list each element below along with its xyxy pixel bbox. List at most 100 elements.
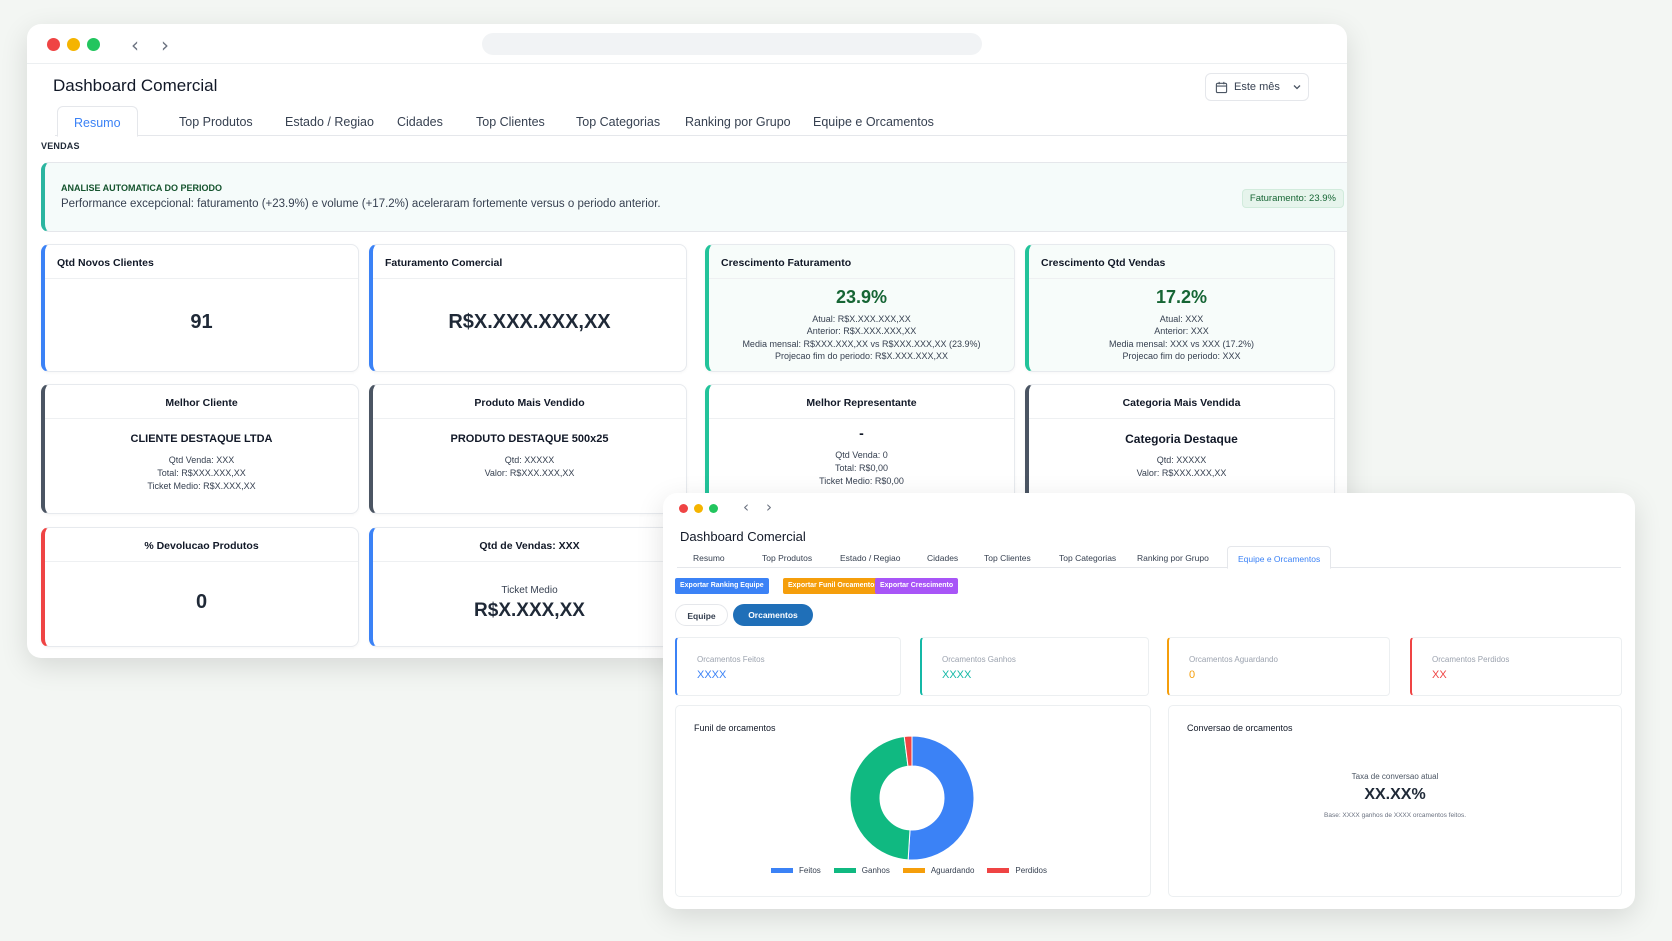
- card-detail-ticket: Ticket Medio: R$0,00: [819, 476, 904, 486]
- card-detail-qtd: Qtd: XXXXX: [1156, 455, 1207, 465]
- maximize-window-button[interactable]: [709, 504, 718, 513]
- tab-ranking-por-grupo[interactable]: Ranking por Grupo: [1137, 553, 1209, 563]
- kpi-value: XXXX: [942, 669, 972, 681]
- tab-ranking-por-grupo[interactable]: Ranking por Grupo: [685, 115, 791, 129]
- card-title: Qtd Novos Clientes: [45, 245, 358, 279]
- export-ranking-equipe-button[interactable]: Exportar Ranking Equipe: [675, 578, 769, 594]
- donut-slice-ganhos[interactable]: [849, 735, 911, 861]
- card-detail-atual: Atual: XXX: [1159, 314, 1204, 324]
- tab-cidades[interactable]: Cidades: [927, 553, 959, 563]
- card-detail-media: Media mensal: XXX vs XXX (17.2%): [1108, 339, 1255, 349]
- conversion-base: Base: XXXX ganhos de XXXX orcamentos fei…: [1324, 812, 1466, 819]
- card-detail-qtd: Qtd Venda: XXX: [168, 455, 235, 465]
- card-name: -: [859, 425, 864, 441]
- analysis-heading: ANALISE AUTOMATICA DO PERIODO: [61, 183, 223, 193]
- card-value: R$X.XXX,XX: [474, 600, 585, 621]
- maximize-window-button[interactable]: [87, 38, 100, 51]
- legend-label: Aguardando: [930, 866, 975, 875]
- forward-arrow-icon[interactable]: ›: [766, 498, 772, 516]
- legend-swatch: [833, 868, 856, 873]
- card-detail-projecao: Projecao fim do periodo: XXX: [1122, 351, 1241, 361]
- tab-resumo[interactable]: Resumo: [57, 106, 138, 137]
- export-funil-orcamentos-button[interactable]: Exportar Funil Orcamentos: [783, 578, 884, 594]
- funil-donut-chart: [849, 735, 975, 861]
- card-title: Melhor Cliente: [45, 385, 358, 419]
- donut-slice-perdidos[interactable]: [903, 735, 913, 767]
- tab-top-categorias[interactable]: Top Categorias: [1059, 553, 1117, 563]
- section-label: VENDAS: [41, 141, 80, 151]
- card-novos-clientes: Qtd Novos Clientes 91: [41, 244, 359, 372]
- window-titlebar: ‹ ›: [27, 24, 1347, 64]
- legend-swatch: [987, 868, 1010, 873]
- card-detail-projecao: Projecao fim do periodo: R$X.XXX.XXX,XX: [774, 351, 949, 361]
- card-title: Qtd de Vendas: XXX: [373, 528, 686, 562]
- close-window-button[interactable]: [47, 38, 60, 51]
- minimize-window-button[interactable]: [694, 504, 703, 513]
- panel-title: Funil de orcamentos: [694, 723, 776, 733]
- kpi-label: Orcamentos Ganhos: [942, 655, 1016, 664]
- chart-legend: Feitos Ganhos Aguardando Perdidos: [771, 866, 1047, 875]
- card-detail-valor: Valor: R$XXX.XXX,XX: [484, 468, 575, 478]
- address-bar[interactable]: [482, 33, 982, 55]
- card-detail-qtd: Qtd Venda: 0: [835, 450, 888, 460]
- card-detail-valor: Valor: R$XXX.XXX,XX: [1136, 468, 1227, 478]
- kpi-label: Orcamentos Feitos: [697, 655, 765, 664]
- card-value: 0: [195, 591, 208, 613]
- card-title: Melhor Representante: [709, 385, 1014, 419]
- conversion-label: Taxa de conversao atual: [1351, 772, 1439, 781]
- legend-item-aguardando[interactable]: Aguardando: [902, 866, 975, 875]
- tab-top-categorias[interactable]: Top Categorias: [576, 115, 661, 129]
- card-title: Categoria Mais Vendida: [1029, 385, 1334, 419]
- close-window-button[interactable]: [679, 504, 688, 513]
- analysis-banner: ANALISE AUTOMATICA DO PERIODO Performanc…: [41, 162, 1347, 232]
- card-title: Produto Mais Vendido: [373, 385, 686, 419]
- card-name: PRODUTO DESTAQUE 500x25: [450, 433, 609, 445]
- forward-arrow-icon[interactable]: ›: [161, 33, 169, 57]
- card-name: Categoria Destaque: [1125, 432, 1238, 446]
- card-detail-atual: Atual: R$X.XXX.XXX,XX: [812, 314, 911, 324]
- card-detail-qtd: Qtd: XXXXX: [504, 455, 555, 465]
- kpi-orcamentos-ganhos: Orcamentos Ganhos XXXX: [920, 637, 1149, 696]
- back-arrow-icon[interactable]: ‹: [743, 498, 749, 516]
- tab-resumo[interactable]: Resumo: [693, 553, 725, 563]
- page-title: Dashboard Comercial: [680, 529, 806, 544]
- export-crescimento-button[interactable]: Exportar Crescimento: [875, 578, 959, 594]
- period-label: Este mês: [1234, 81, 1280, 93]
- tab-top-produtos[interactable]: Top Produtos: [179, 115, 253, 129]
- tab-bar: Resumo Top Produtos Estado / Regiao Cida…: [677, 546, 1621, 569]
- card-detail-media: Media mensal: R$XXX.XXX,XX vs R$XXX.XXX,…: [742, 339, 981, 349]
- tab-estado-regiao[interactable]: Estado / Regiao: [285, 115, 374, 129]
- legend-item-feitos[interactable]: Feitos: [771, 866, 821, 875]
- card-sub-label: Ticket Medio: [501, 585, 558, 596]
- calendar-icon: [1215, 81, 1228, 93]
- back-arrow-icon[interactable]: ‹: [131, 33, 139, 57]
- toggle-orcamentos[interactable]: Orcamentos: [733, 604, 813, 626]
- tab-bar: Resumo Top Produtos Estado / Regiao Cida…: [55, 106, 1347, 137]
- donut-slice-feitos[interactable]: [907, 735, 975, 861]
- tab-top-clientes[interactable]: Top Clientes: [476, 115, 545, 129]
- minimize-window-button[interactable]: [67, 38, 80, 51]
- kpi-value: XX: [1432, 669, 1447, 681]
- legend-item-ganhos[interactable]: Ganhos: [833, 866, 890, 875]
- kpi-value: 0: [1189, 669, 1196, 681]
- tab-equipe-orcamentos[interactable]: Equipe e Orcamentos: [1227, 546, 1332, 569]
- card-detail-total: Total: R$XXX.XXX,XX: [157, 468, 246, 478]
- kpi-orcamentos-aguardando: Orcamentos Aguardando 0: [1167, 637, 1390, 696]
- card-detail-ticket: Ticket Medio: R$X.XXX,XX: [147, 481, 256, 491]
- window-titlebar: ‹ ›: [663, 493, 1635, 523]
- card-faturamento: Faturamento Comercial R$X.XXX.XXX,XX: [369, 244, 687, 372]
- tab-estado-regiao[interactable]: Estado / Regiao: [840, 553, 901, 563]
- tab-top-clientes[interactable]: Top Clientes: [984, 553, 1031, 563]
- tab-cidades[interactable]: Cidades: [397, 115, 443, 129]
- legend-swatch: [771, 868, 793, 873]
- card-detail-anterior: Anterior: R$X.XXX.XXX,XX: [806, 326, 917, 336]
- card-crescimento-qtd: Crescimento Qtd Vendas 17.2% Atual: XXX …: [1025, 244, 1335, 372]
- tab-equipe-orcamentos[interactable]: Equipe e Orcamentos: [813, 115, 934, 129]
- card-categoria-mais-vendida: Categoria Mais Vendida Categoria Destaqu…: [1025, 384, 1335, 514]
- card-detail-total: Total: R$0,00: [834, 463, 889, 473]
- toggle-equipe[interactable]: Equipe: [675, 604, 728, 626]
- conversao-panel: Conversao de orcamentos Taxa de conversa…: [1168, 705, 1622, 897]
- tab-top-produtos[interactable]: Top Produtos: [762, 553, 813, 563]
- period-selector[interactable]: Este mês: [1205, 73, 1309, 101]
- legend-item-perdidos[interactable]: Perdidos: [987, 866, 1047, 875]
